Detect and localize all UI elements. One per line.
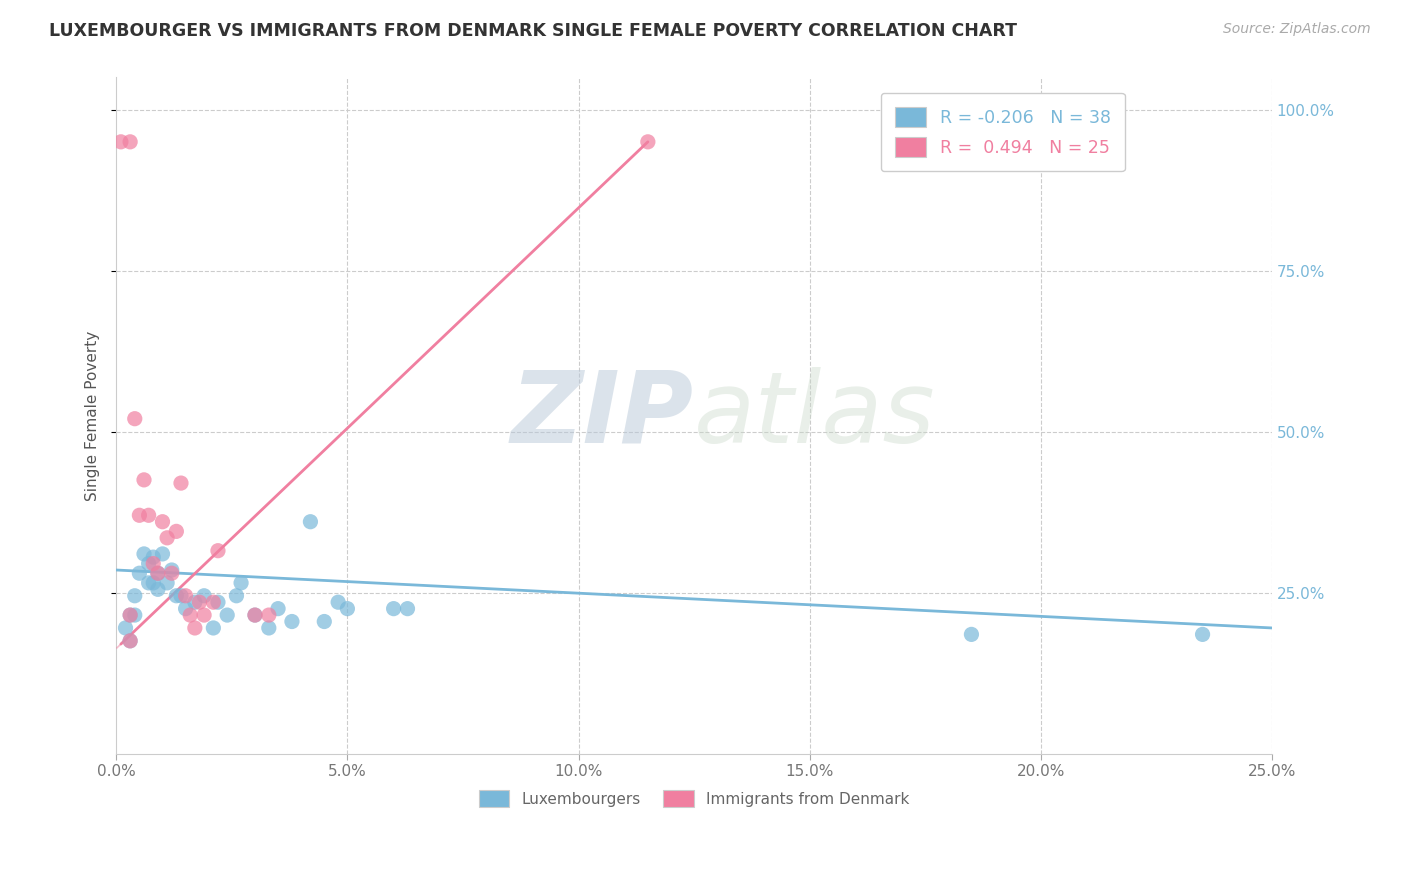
Text: LUXEMBOURGER VS IMMIGRANTS FROM DENMARK SINGLE FEMALE POVERTY CORRELATION CHART: LUXEMBOURGER VS IMMIGRANTS FROM DENMARK … [49,22,1017,40]
Point [267,601,290,615]
Point [142,557,165,571]
Point [193,608,215,623]
Point [202,621,225,635]
Point [202,595,225,609]
Point [146,566,169,581]
Point [152,515,174,529]
Point [382,601,405,615]
Text: Source: ZipAtlas.com: Source: ZipAtlas.com [1223,22,1371,37]
Point [120,135,142,149]
Point [156,575,179,590]
Point [281,615,304,629]
Point [165,589,187,603]
Point [160,566,183,581]
Point [156,531,179,545]
Point [142,575,165,590]
Point [179,608,201,623]
Point [207,595,229,609]
Point [184,621,207,635]
Point [328,595,350,609]
Point [128,566,150,581]
Legend: Luxembourgers, Immigrants from Denmark: Luxembourgers, Immigrants from Denmark [472,783,915,814]
Point [336,601,359,615]
Point [120,608,142,623]
Point [110,135,132,149]
Text: ZIP: ZIP [512,367,695,464]
Point [174,589,197,603]
Point [193,589,215,603]
Point [217,608,239,623]
Point [174,601,197,615]
Point [152,547,174,561]
Point [243,608,266,623]
Point [128,508,150,523]
Point [142,550,165,565]
Point [188,595,211,609]
Point [146,582,169,597]
Point [257,621,280,635]
Point [243,608,266,623]
Point [637,135,659,149]
Point [124,589,146,603]
Point [229,575,252,590]
Point [257,608,280,623]
Point [207,543,229,558]
Point [124,411,146,425]
Point [132,547,155,561]
Point [225,589,247,603]
Y-axis label: Single Female Poverty: Single Female Poverty [86,330,100,500]
Point [120,633,142,648]
Point [960,627,983,641]
Point [120,633,142,648]
Text: atlas: atlas [695,367,936,464]
Point [314,615,336,629]
Point [396,601,419,615]
Point [184,595,207,609]
Point [170,589,193,603]
Point [138,557,160,571]
Point [299,515,322,529]
Point [138,508,160,523]
Point [170,476,193,491]
Point [132,473,155,487]
Point [1191,627,1213,641]
Point [120,608,142,623]
Point [114,621,136,635]
Point [124,608,146,623]
Point [138,575,160,590]
Point [165,524,187,539]
Point [160,563,183,577]
Point [146,566,169,581]
